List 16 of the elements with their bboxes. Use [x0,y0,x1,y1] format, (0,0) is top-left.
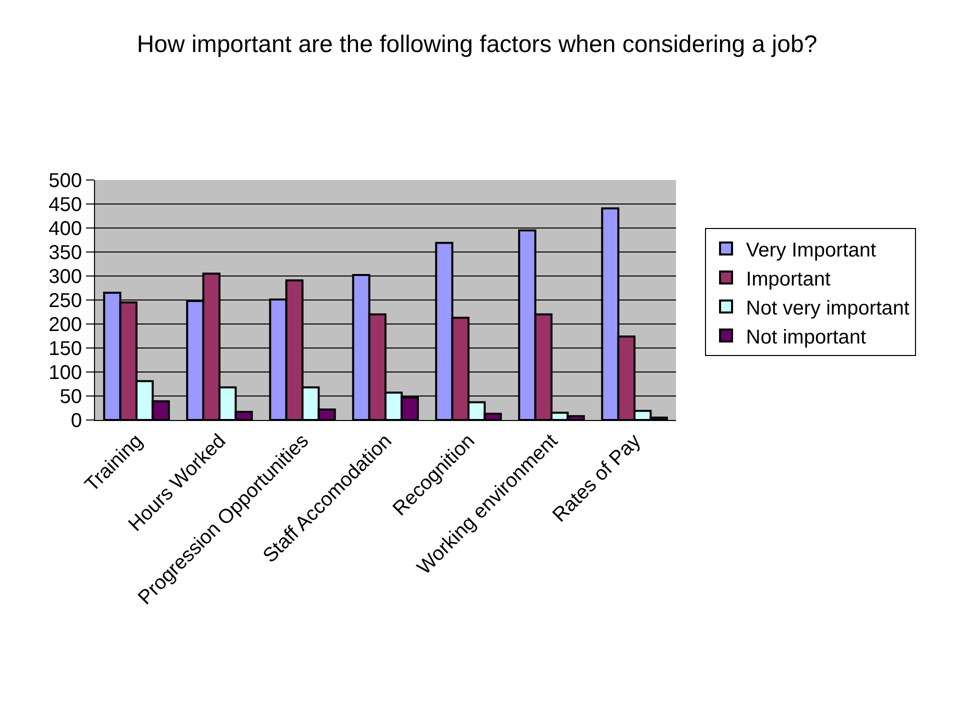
y-tick-label: 0 [70,410,82,432]
y-tick-label: 500 [48,170,82,192]
y-tick-label: 300 [48,266,82,288]
legend-label: Not very important [746,297,910,320]
y-tick-label: 150 [48,338,82,360]
y-tick-label: 400 [48,218,82,240]
y-tick-label: 450 [48,194,82,216]
y-tick-label: 350 [48,242,82,264]
chart-title: How important are the following factors when considering a job? [136,31,818,58]
y-tick-label: 200 [48,314,82,336]
y-tick-label: 100 [48,362,82,384]
legend-label: Important [746,268,831,290]
legend-label: Not important [746,326,867,348]
y-tick-label: 50 [60,386,82,408]
legend-label: Very Important [746,239,877,262]
y-tick-label: 250 [48,290,82,312]
